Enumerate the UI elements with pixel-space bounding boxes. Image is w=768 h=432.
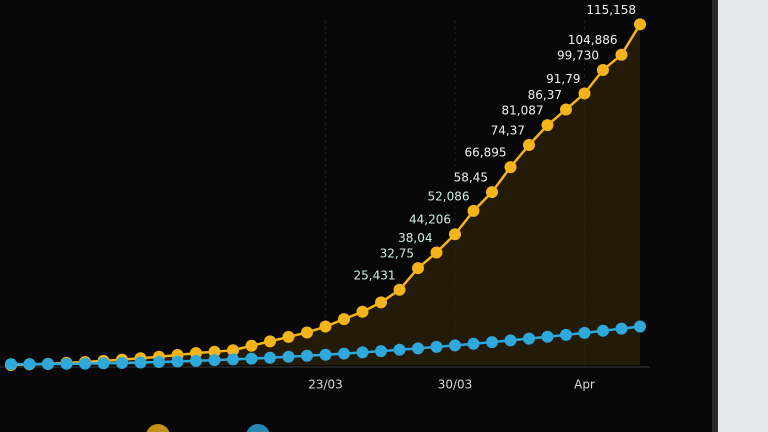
area-fill [11, 24, 640, 365]
bezel [716, 0, 768, 432]
data-point [375, 296, 387, 309]
data-point [523, 332, 535, 345]
data-point [541, 330, 554, 343]
data-point [430, 340, 443, 353]
data-point [319, 320, 332, 333]
legend-dot [146, 424, 170, 432]
data-label: 25,431 [354, 268, 396, 282]
data-label: 99,730 [557, 48, 599, 62]
data-point [356, 305, 369, 318]
data-point [79, 357, 91, 370]
data-point [338, 313, 350, 326]
data-point [393, 283, 406, 296]
data-point [264, 335, 276, 348]
data-point [134, 356, 147, 369]
data-point [615, 322, 628, 335]
data-label: 74,37 [491, 123, 525, 137]
data-point [5, 358, 17, 371]
data-point [208, 354, 221, 367]
data-point [190, 354, 202, 367]
data-point [23, 358, 36, 371]
data-point [97, 357, 110, 370]
data-point [486, 336, 498, 349]
data-label: 58,45 [454, 171, 488, 185]
data-point [523, 138, 535, 151]
data-point [116, 356, 128, 369]
data-point [541, 119, 554, 132]
data-point [356, 346, 369, 359]
data-point [338, 347, 350, 360]
data-point [634, 18, 646, 31]
data-point [153, 356, 165, 369]
data-label: 91,79 [546, 72, 580, 86]
data-point [301, 326, 313, 339]
data-point [597, 63, 609, 76]
data-label: 104,886 [568, 33, 618, 47]
data-label: 44,206 [409, 213, 451, 227]
data-point [412, 342, 424, 355]
bezel-edge [712, 0, 718, 432]
data-label: 81,087 [502, 104, 544, 118]
data-label: 115,158 [586, 3, 636, 17]
data-point [375, 345, 387, 358]
data-label: 52,086 [428, 189, 470, 203]
data-point [264, 351, 276, 364]
data-point [208, 345, 221, 358]
data-label: 86,37 [528, 88, 562, 102]
data-point [301, 349, 313, 362]
data-point [449, 228, 461, 241]
data-point [412, 262, 424, 275]
data-point [60, 357, 73, 370]
data-point [486, 186, 498, 199]
data-point [430, 246, 443, 259]
data-point [227, 353, 239, 366]
data-point [319, 348, 332, 361]
data-label: 32,75 [380, 247, 414, 261]
data-point [597, 324, 609, 337]
x-tick-label: Apr [574, 378, 595, 392]
legend-dot [246, 424, 270, 432]
data-point [282, 330, 295, 343]
data-point [578, 87, 591, 100]
data-point [504, 334, 517, 347]
data-point [560, 103, 572, 116]
data-label: 38,04 [398, 231, 432, 245]
data-point [504, 161, 517, 174]
x-tick-label: 30/03 [438, 378, 473, 392]
x-tick-label: 23/03 [308, 378, 343, 392]
data-point [467, 204, 480, 217]
data-point [227, 344, 239, 357]
data-point [282, 350, 295, 363]
data-point [245, 352, 258, 365]
data-point [560, 328, 572, 341]
data-point [393, 343, 406, 356]
data-point [634, 320, 646, 333]
data-label: 66,895 [465, 146, 507, 160]
data-point [578, 326, 591, 339]
data-point [467, 337, 480, 350]
data-point [245, 339, 258, 352]
data-point [615, 48, 628, 61]
data-point [449, 339, 461, 352]
data-point [171, 355, 184, 368]
data-point [42, 357, 54, 370]
